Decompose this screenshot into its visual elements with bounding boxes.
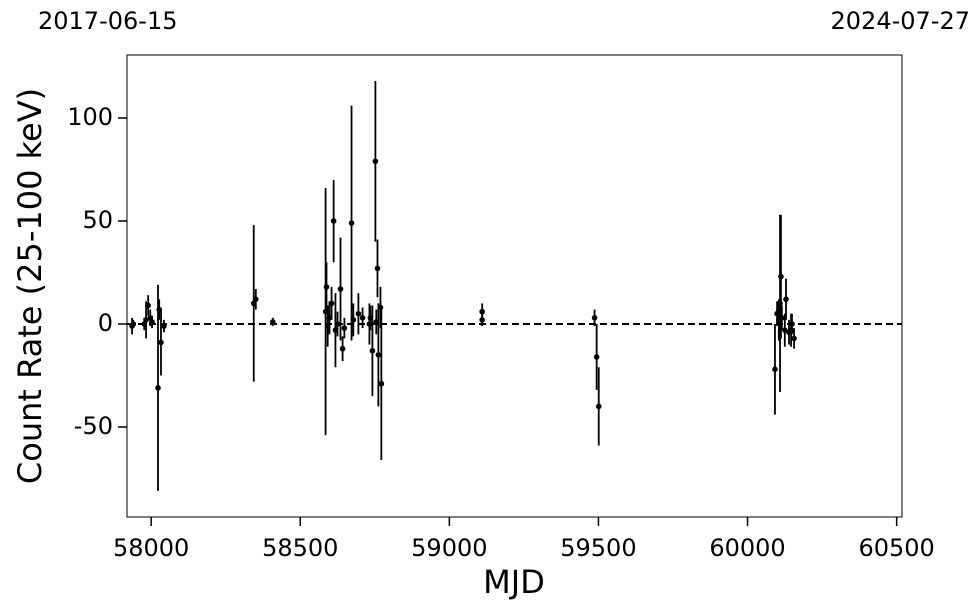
x-axis-title: MJD [483,563,545,601]
y-tick-label: 50 [82,206,113,234]
data-point [143,317,149,323]
y-tick-label: 100 [67,103,113,131]
data-point [375,352,382,358]
data-point [372,158,379,165]
data-point [161,323,167,329]
data-point [337,286,344,292]
data-point [149,319,155,325]
data-point [772,366,778,373]
data-point [778,273,784,280]
data-point [339,345,346,352]
data-point [779,315,785,321]
data-point [158,339,164,346]
data-point [378,380,385,387]
data-point [791,335,797,342]
data-point [593,354,600,360]
data-point [330,218,337,224]
x-tick-label: 59000 [411,534,487,562]
data-point [479,317,485,323]
data-point [591,315,598,321]
data-point [130,321,137,327]
data-point [359,315,366,321]
x-tick-label: 60000 [709,534,785,562]
data-point [328,300,335,307]
y-tick-label: 0 [98,309,113,337]
data-point [348,220,355,226]
data-point [253,296,259,303]
data-point [145,302,151,309]
top-date-right: 2024-07-27 [831,7,970,35]
plot-frame [126,54,903,518]
x-tick-label: 59500 [560,534,636,562]
y-axis-title: Count Rate (25-100 keV) [11,88,49,484]
data-point [479,308,485,315]
data-point [595,403,602,410]
data-point [374,265,381,272]
top-date-left: 2017-06-15 [38,7,177,35]
data-point [350,317,357,323]
data-point [270,319,276,325]
data-point [369,347,376,354]
data-point [782,327,788,333]
data-point [334,321,341,327]
data-point [783,296,789,303]
data-point [323,284,330,290]
x-tick-label: 58500 [262,534,338,562]
x-tick-label: 60500 [858,534,934,562]
x-tick-label: 58000 [113,534,189,562]
data-point [341,325,348,331]
data-point [155,385,161,391]
y-tick-label: -50 [74,412,113,440]
data-point [355,310,362,317]
data-point [789,321,795,327]
